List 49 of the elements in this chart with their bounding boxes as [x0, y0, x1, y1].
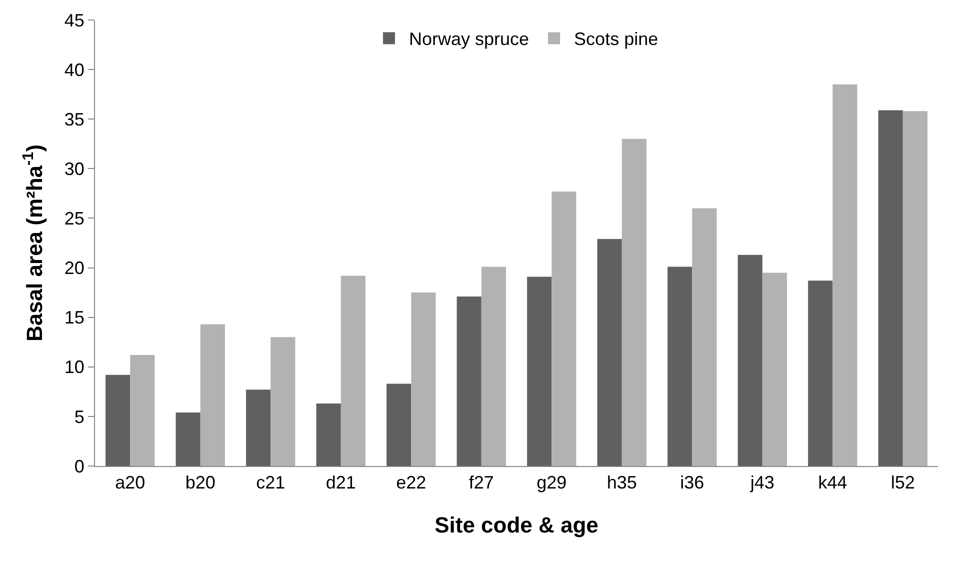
bar [832, 84, 858, 466]
bar [316, 404, 341, 466]
x-tick-label: b20 [185, 472, 216, 493]
y-tick-label: 5 [74, 406, 84, 427]
y-tick-label: 20 [64, 258, 84, 278]
bar [597, 239, 622, 466]
bar [692, 208, 717, 466]
y-tick-label: 35 [64, 109, 84, 130]
y-tick-label: 0 [74, 456, 84, 476]
x-tick-label: l52 [890, 472, 915, 493]
y-tick-label: 10 [64, 357, 84, 378]
bar [668, 266, 692, 466]
bar [481, 266, 506, 466]
bar [456, 296, 482, 466]
bar [246, 390, 271, 466]
x-tick-label: d21 [326, 472, 356, 493]
y-tick-label: 40 [64, 60, 84, 80]
bar [527, 276, 552, 466]
bar [130, 355, 155, 466]
x-tick-label: j43 [749, 472, 774, 493]
bar [552, 191, 576, 466]
bar [200, 324, 225, 466]
y-tick-label: 15 [64, 308, 84, 328]
bar [411, 292, 436, 466]
x-tick-label: e22 [396, 472, 426, 493]
bar [878, 110, 903, 466]
x-tick-label: g29 [536, 472, 567, 493]
bar [340, 276, 366, 466]
x-tick-label: c21 [256, 472, 286, 493]
x-tick-label: f27 [468, 472, 494, 493]
x-tick-label: a20 [115, 472, 146, 493]
x-axis-title: Site code & age [434, 512, 598, 538]
bar [386, 384, 412, 466]
bar [762, 272, 787, 466]
x-tick-label: h35 [606, 472, 637, 493]
legend-label: Norway spruce [409, 29, 530, 50]
x-tick-label: k44 [818, 472, 848, 493]
y-tick-label: 45 [64, 10, 84, 30]
y-tick-label: 25 [64, 208, 84, 229]
bar [176, 412, 200, 466]
bar [808, 280, 833, 466]
x-tick-label: i36 [680, 472, 704, 493]
bar [106, 374, 130, 466]
legend-label: Scots pine [574, 29, 658, 50]
y-tick-label: 30 [64, 158, 84, 179]
bar [270, 337, 296, 466]
bar [622, 138, 646, 466]
bar [738, 254, 762, 466]
bar [902, 111, 928, 466]
